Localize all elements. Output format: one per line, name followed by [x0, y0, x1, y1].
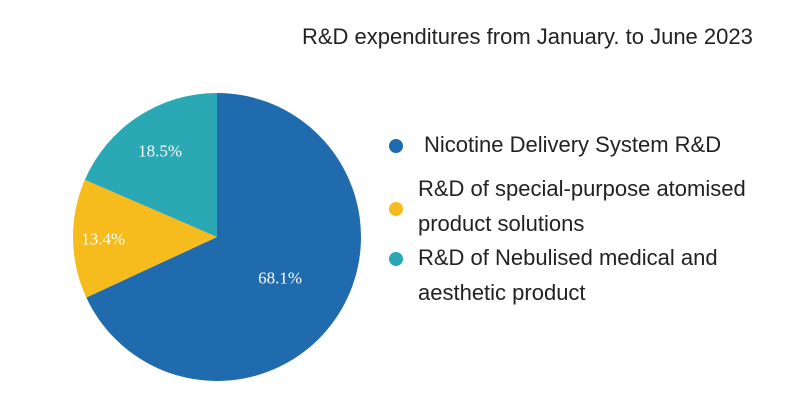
- slice-label-1: 68.1%: [258, 268, 302, 287]
- legend-label: R&D of Nebulised medical and: [418, 245, 718, 270]
- legend-marker: [389, 252, 403, 266]
- legend-marker: [389, 139, 403, 153]
- pie-slice-3: [84, 92, 218, 237]
- slice-label-3: 18.5%: [138, 141, 182, 160]
- pie-slice-1: [86, 93, 362, 381]
- pie-slice-2: [73, 179, 217, 298]
- legend-label: product solutions: [418, 211, 585, 236]
- slice-label-2: 13.4%: [81, 229, 125, 248]
- chart-title: R&D expenditures from January. to June 2…: [302, 24, 753, 49]
- legend-label: R&D of special-purpose atomised: [418, 176, 746, 201]
- legend-label: Nicotine Delivery System R&D: [424, 132, 722, 157]
- legend-label: aesthetic product: [418, 280, 586, 305]
- legend-marker: [389, 202, 403, 216]
